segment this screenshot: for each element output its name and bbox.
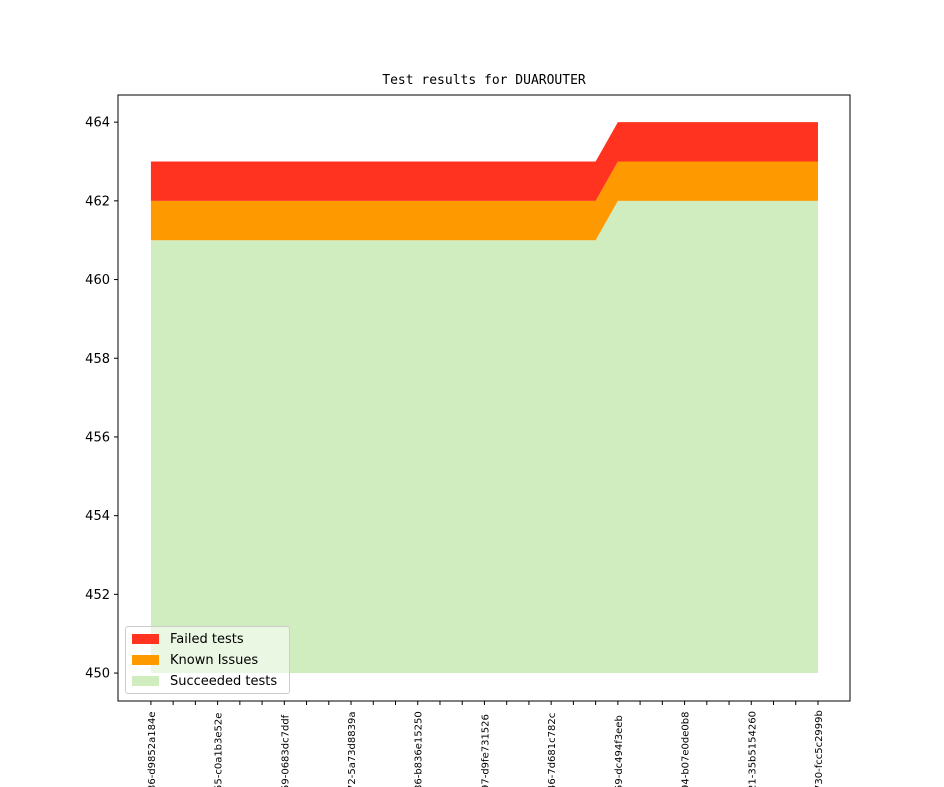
area-failed-tests	[150, 122, 818, 201]
chart-title: Test results for DUAROUTER	[382, 73, 586, 88]
x-tick-label: 36-d9852a184e	[147, 712, 158, 787]
y-tick-label: 450	[85, 667, 110, 682]
x-tick-label: 21-35b5154260	[747, 711, 758, 787]
area-succeeded-tests	[150, 200, 818, 674]
x-tick-label: 55-c0a1b3e52e	[214, 713, 225, 787]
legend-swatch-known	[132, 655, 159, 665]
y-tick-label: 460	[85, 273, 110, 288]
y-tick-label: 454	[85, 509, 110, 524]
legend-label: Failed tests	[170, 631, 244, 647]
legend-label: Succeeded tests	[170, 673, 278, 689]
x-tick-label: 97-d9fe731526	[480, 714, 491, 787]
y-tick-label: 462	[85, 194, 110, 209]
y-tick-label: 456	[85, 430, 110, 445]
legend-item-failed: Failed tests	[132, 630, 244, 648]
legend: Failed tests Known Issues Succeeded test…	[125, 626, 290, 694]
x-tick-label: 86-b836e15250	[414, 711, 425, 787]
legend-swatch-failed	[132, 634, 159, 644]
legend-label: Known Issues	[170, 652, 259, 668]
y-tick-label: 452	[85, 588, 110, 603]
legend-item-succeeded: Succeeded tests	[132, 672, 277, 690]
x-tick-label: 72-5a73d8839a	[347, 712, 358, 787]
legend-item-known: Known Issues	[132, 651, 258, 669]
y-tick-label: 458	[85, 352, 110, 367]
x-tick-label: 730-fcc5c2999b	[814, 710, 825, 787]
x-tick-label: 46-7d681c782c	[547, 713, 558, 787]
x-tick-label: 94-b07e0de0b8	[681, 712, 692, 787]
x-tick-label: 59-dc494f3eeb	[614, 715, 625, 787]
y-tick-label: 464	[85, 116, 110, 131]
legend-swatch-succeeded	[132, 676, 159, 686]
x-tick-label: 59-0683dc7ddf	[280, 714, 291, 787]
